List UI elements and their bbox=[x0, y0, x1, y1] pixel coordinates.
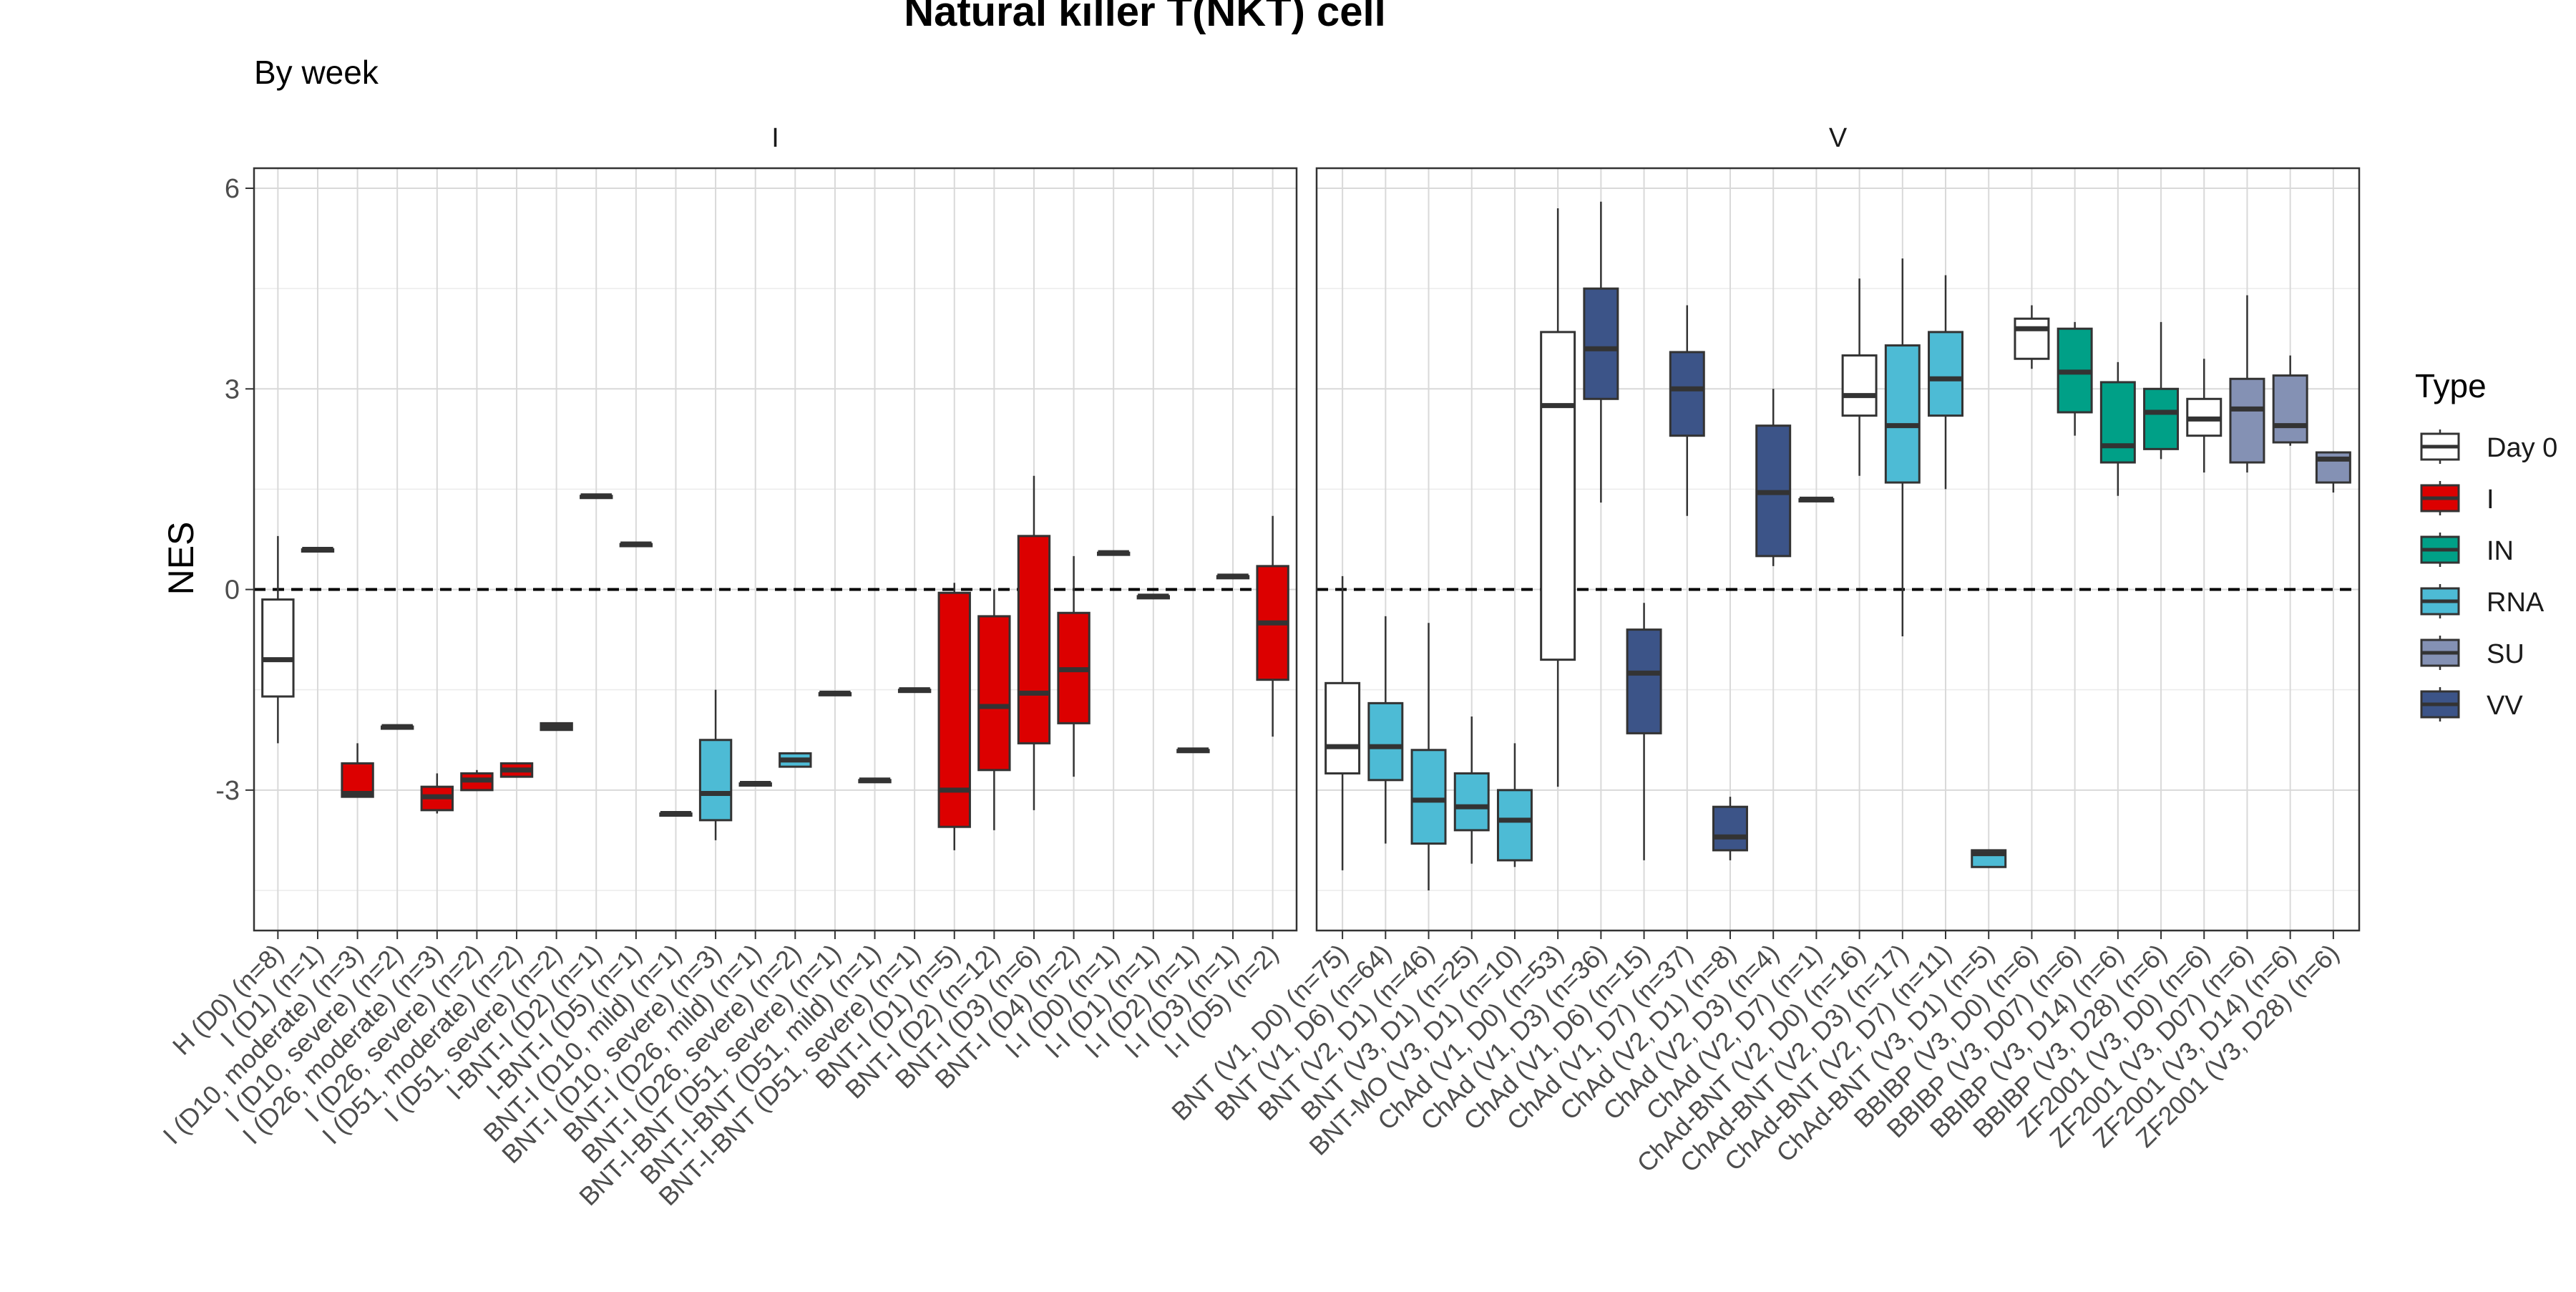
box-body bbox=[261, 598, 295, 698]
box-body bbox=[1712, 805, 1748, 852]
box-body bbox=[2099, 381, 2136, 464]
panel-strip-label: V bbox=[1829, 123, 1848, 153]
legend-label: SU bbox=[2487, 639, 2524, 669]
panel-border bbox=[253, 167, 1298, 932]
box-body bbox=[1626, 628, 1662, 734]
y-tick-label: 0 bbox=[225, 575, 240, 606]
legend: Type Day 0 I IN RNA SU VV bbox=[2415, 367, 2557, 722]
y-axis-label: NES bbox=[161, 522, 201, 596]
box-body bbox=[1884, 344, 1921, 484]
chart-subtitle: By week bbox=[254, 54, 379, 91]
y-tick-label: -3 bbox=[215, 776, 240, 806]
box-body bbox=[2229, 377, 2265, 464]
box-body bbox=[1453, 772, 1490, 832]
panels-layer: 630-3IH (D0) (n=8)I (D1) (n=1)I (D10, mo… bbox=[157, 123, 2361, 1211]
y-tick-label: 6 bbox=[225, 174, 240, 204]
box-body bbox=[1540, 331, 1576, 661]
box-body bbox=[2014, 317, 2050, 360]
box-body bbox=[1928, 331, 1963, 417]
box-body bbox=[1841, 354, 1878, 417]
legend-label: I bbox=[2487, 485, 2494, 515]
box-body bbox=[1324, 681, 1361, 774]
legend-label: IN bbox=[2487, 536, 2514, 566]
box-body bbox=[1367, 701, 1404, 782]
box-body bbox=[977, 615, 1011, 772]
legend-label: VV bbox=[2487, 691, 2523, 721]
box-body bbox=[2272, 374, 2308, 444]
box-body bbox=[1583, 287, 1619, 400]
box-body bbox=[698, 739, 733, 822]
box-body bbox=[1669, 351, 1705, 437]
box-body bbox=[1496, 789, 1533, 862]
box-body bbox=[1017, 535, 1051, 744]
panel-strip-label: I bbox=[771, 123, 779, 153]
legend-label: RNA bbox=[2487, 588, 2545, 618]
box-body bbox=[1410, 749, 1447, 845]
box-body bbox=[2143, 387, 2180, 450]
chart-title: Natural killer T(NKT) cell bbox=[904, 0, 1386, 35]
panel-border bbox=[1315, 167, 2361, 932]
legend-label: Day 0 bbox=[2487, 433, 2557, 463]
legend-title: Type bbox=[2415, 367, 2487, 404]
y-tick-label: 3 bbox=[225, 374, 240, 404]
